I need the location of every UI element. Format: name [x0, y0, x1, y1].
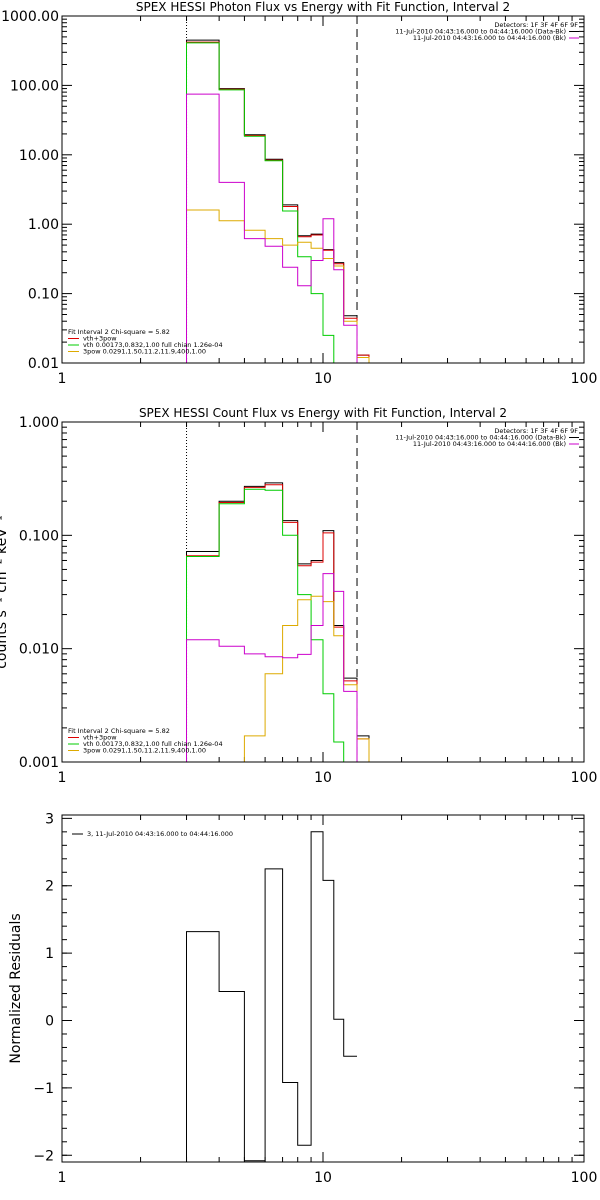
chart-panel-1: SPEX HESSI Photon Flux vs Energy with Fi…: [1, 0, 597, 387]
y-tick-label: 3: [45, 811, 54, 827]
y-tick-label: 0.010: [19, 642, 59, 658]
legend-bottom-entry: 3pow 0.0291,1.50,11.2,11.9,400,1.00: [83, 348, 206, 356]
series-line: [186, 573, 358, 762]
legend-bottom: Fit Interval 2 Chi-square = 5.82vth+3pow…: [68, 727, 223, 755]
y-tick-label: 0: [45, 1014, 54, 1030]
legend-top-entry: 11-Jul-2010 04:43:16.000 to 04:44:16.000…: [395, 28, 566, 36]
x-axis: 1 10 100: [58, 422, 598, 786]
plot-frame: [61, 15, 585, 364]
series-line: [186, 209, 370, 363]
series-group: [186, 831, 357, 1162]
x-tick-label: 10: [314, 371, 332, 387]
series-line: [186, 484, 370, 762]
legend-top-entry: 11-Jul-2010 04:43:16.000 to 04:44:16.000…: [395, 434, 566, 442]
series-line: [186, 39, 370, 363]
x-tick-label: 1: [58, 1170, 67, 1186]
y-axis-label: counts s⁻¹ cm⁻² keV⁻¹: [0, 515, 10, 669]
y-tick-label: 100.00: [10, 78, 59, 94]
x-tick-label: 100: [571, 1170, 598, 1186]
y-tick-label: 0.01: [28, 356, 59, 372]
legend-bottom-entry: 3pow 0.0291,1.50,11.2,11.9,400,1.00: [83, 747, 206, 755]
chart-title: SPEX HESSI Count Flux vs Energy with Fit…: [139, 406, 507, 420]
x-tick-label: 100: [571, 770, 598, 786]
legend-bottom: Fit Interval 2 Chi-square = 5.82vth+3pow…: [68, 328, 223, 356]
legend-top-entry: Detectors: 1F 3F 4F 6F 9F: [494, 427, 578, 435]
plot-frame: [61, 814, 585, 1163]
y-tick-label: 10.00: [19, 148, 59, 164]
y-tick-label: 0.10: [28, 287, 59, 303]
x-tick-label: 10: [314, 770, 332, 786]
legend-bottom-entry: vth+3pow: [83, 734, 117, 742]
chart-title: SPEX HESSI Photon Flux vs Energy with Fi…: [136, 0, 510, 14]
series-line: [186, 831, 357, 1162]
legend-bottom-entry: Fit Interval 2 Chi-square = 5.82: [68, 727, 170, 735]
legend-bottom-entry: vth+3pow: [83, 335, 117, 343]
series-line: [186, 595, 370, 762]
series-group: [186, 482, 370, 762]
legend-bottom-entry: vth 0.00173,0.832,1.00 full chian 1.26e-…: [83, 341, 223, 349]
series-group: [186, 39, 370, 363]
y-tick-label: −1: [33, 1081, 54, 1097]
y-tick-label: 2: [45, 879, 54, 895]
legend-bottom-entry: Fit Interval 2 Chi-square = 5.82: [68, 328, 170, 336]
x-axis: 1 10 100: [58, 815, 598, 1186]
legend-top-entry: 11-Jul-2010 04:43:16.000 to 04:44:16.000…: [413, 34, 566, 42]
series-line: [186, 93, 358, 363]
y-tick-label: 1.00: [28, 217, 59, 233]
legend-residuals: 3, 11-Jul-2010 04:43:16.000 to 04:44:16.…: [72, 830, 233, 838]
series-line: [186, 41, 370, 363]
y-tick-label: 1.000: [19, 415, 59, 431]
y-tick-label: −2: [33, 1148, 54, 1164]
legend-top-entry: 11-Jul-2010 04:43:16.000 to 04:44:16.000…: [413, 440, 566, 448]
x-axis: 1 10 100: [58, 16, 598, 387]
y-tick-label: 0.001: [19, 755, 59, 771]
legend-bottom-entry: vth 0.00173,0.832,1.00 full chian 1.26e-…: [83, 740, 223, 748]
plot-frame: [61, 421, 585, 763]
y-axis: 0.001 0.010 0.100 1.000: [19, 415, 584, 771]
x-tick-label: 1: [58, 770, 67, 786]
legend-top-entry: Detectors: 1F 3F 4F 6F 9F: [494, 21, 578, 29]
series-line: [186, 482, 370, 762]
x-tick-label: 1: [58, 371, 67, 387]
series-line: [186, 488, 370, 762]
y-tick-label: 1: [45, 946, 54, 962]
series-line: [186, 42, 370, 363]
legend-entry: 3, 11-Jul-2010 04:43:16.000 to 04:44:16.…: [87, 830, 233, 838]
chart-panel-3: 1 10 100 −2 −1 0 1 2 3 Normalized Residuals 3, 11-…: [8, 811, 597, 1186]
y-axis-label: Normalized Residuals: [8, 913, 24, 1063]
y-tick-label: 0.100: [19, 528, 59, 544]
x-tick-label: 10: [314, 1170, 332, 1186]
y-axis: 0.01 0.10 1.00 10.00 100.00 1000.00: [1, 9, 584, 372]
y-tick-label: 1000.00: [1, 9, 59, 25]
x-tick-label: 100: [571, 371, 598, 387]
y-axis: −2 −1 0 1 2 3: [33, 811, 584, 1164]
chart-panel-2: SPEX HESSI Count Flux vs Energy with Fit…: [0, 406, 597, 786]
